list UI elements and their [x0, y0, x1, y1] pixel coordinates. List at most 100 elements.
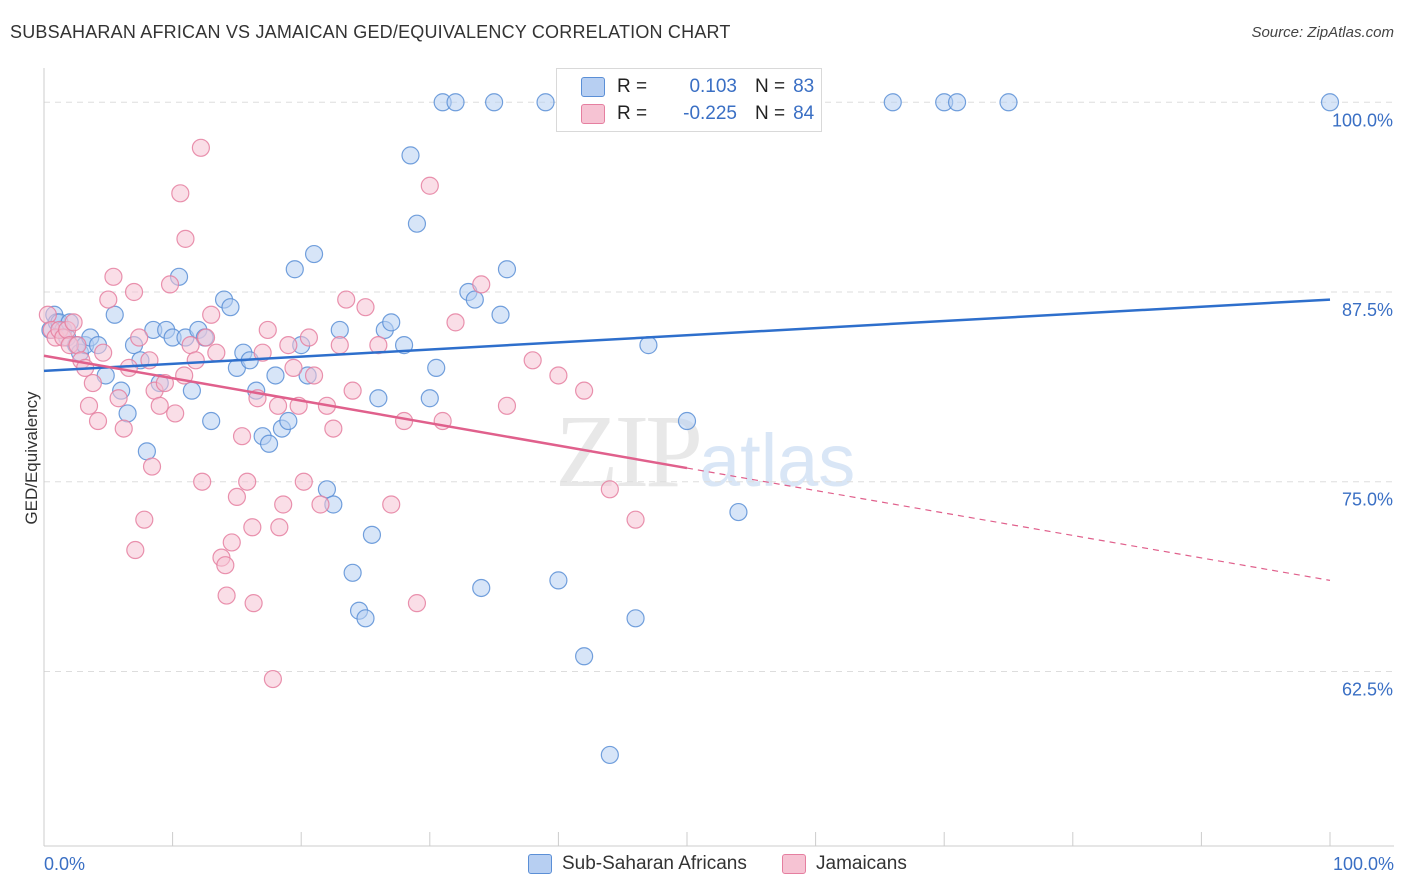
- point-subsaharan: [677, 411, 697, 431]
- point-jamaican: [600, 480, 619, 499]
- point-subsaharan: [639, 336, 658, 355]
- bottom-legend-subsaharan: Sub-Saharan Africans: [528, 852, 747, 876]
- point-jamaican: [446, 313, 465, 332]
- point-jamaican: [181, 336, 200, 355]
- point-subsaharan: [394, 336, 414, 355]
- point-jamaican: [217, 586, 236, 605]
- watermark-atlas: atlas: [699, 419, 856, 502]
- point-subsaharan: [465, 290, 484, 309]
- point-jamaican: [382, 495, 401, 514]
- point-jamaican: [472, 275, 491, 294]
- point-jamaican: [337, 290, 356, 309]
- y-axis-label: GED/Equivalency: [22, 391, 41, 525]
- legend-row-subsaharan: R = 0.103 N = 83: [581, 74, 814, 100]
- point-jamaican: [171, 184, 190, 203]
- point-subsaharan: [420, 389, 439, 408]
- point-subsaharan: [491, 305, 510, 324]
- point-subsaharan: [1320, 93, 1340, 112]
- point-subsaharan: [472, 578, 491, 598]
- point-subsaharan: [427, 358, 446, 377]
- legend-r-value: 0.103: [689, 76, 737, 97]
- legend-n-label: N =: [755, 76, 786, 97]
- bottom-legend-label: Sub-Saharan Africans: [562, 853, 747, 874]
- point-jamaican: [407, 594, 427, 613]
- point-subsaharan: [343, 563, 362, 582]
- point-subsaharan: [266, 366, 285, 385]
- point-jamaican: [549, 366, 568, 385]
- legend-row-jamaican: R = -0.225 N = 84: [581, 101, 814, 127]
- point-jamaican: [227, 487, 246, 507]
- point-jamaican: [270, 518, 289, 537]
- chart-title: SUBSAHARAN AFRICAN VS JAMAICAN GED/EQUIV…: [10, 22, 731, 42]
- legend-swatch-blue: [581, 77, 605, 97]
- point-jamaican: [119, 358, 138, 377]
- chart-source: Source: ZipAtlas.com: [1251, 24, 1394, 41]
- point-subsaharan: [446, 93, 465, 112]
- point-jamaican: [142, 457, 162, 476]
- point-jamaican: [299, 328, 319, 347]
- point-subsaharan: [330, 320, 349, 340]
- point-jamaican: [166, 404, 185, 423]
- point-subsaharan: [600, 745, 619, 765]
- point-jamaican: [99, 290, 118, 309]
- grid-lines: [44, 101, 1394, 672]
- point-jamaican: [135, 510, 154, 529]
- point-jamaican: [130, 328, 149, 347]
- point-subsaharan: [304, 244, 324, 264]
- point-jamaican: [294, 472, 313, 491]
- point-jamaican: [64, 313, 83, 332]
- point-jamaican: [202, 305, 221, 324]
- bottom-legend-label: Jamaicans: [816, 853, 907, 874]
- point-jamaican: [238, 472, 257, 491]
- point-jamaican: [114, 419, 133, 438]
- point-subsaharan: [105, 305, 124, 324]
- point-jamaican: [186, 351, 205, 370]
- y-tick-label: 75.0%: [1342, 490, 1393, 510]
- point-subsaharan: [382, 313, 401, 332]
- point-jamaican: [263, 669, 283, 689]
- point-subsaharan: [729, 502, 748, 522]
- trend-line-jamaican: [43, 354, 688, 470]
- point-jamaican: [176, 229, 195, 248]
- point-jamaican: [343, 381, 362, 400]
- point-subsaharan: [285, 260, 304, 279]
- point-jamaican: [232, 427, 252, 446]
- legend-n-value: 84: [793, 103, 815, 124]
- point-subsaharan: [118, 404, 137, 423]
- point-subsaharan: [259, 434, 279, 453]
- point-subsaharan: [883, 93, 902, 112]
- point-subsaharan: [626, 609, 645, 628]
- point-jamaican: [94, 343, 113, 362]
- point-subsaharan: [947, 93, 967, 112]
- point-jamaican: [38, 305, 57, 324]
- legend-r-label: R =: [617, 76, 648, 97]
- point-jamaican: [324, 419, 343, 438]
- legend-n-value: 83: [793, 76, 815, 97]
- point-jamaican: [104, 267, 123, 286]
- watermark-zip: ZIP: [555, 394, 703, 509]
- point-subsaharan: [407, 214, 427, 233]
- bottom-legend-swatch-blue: [528, 854, 552, 874]
- point-jamaican: [126, 540, 145, 560]
- point-subsaharan: [317, 480, 337, 499]
- point-jamaican: [575, 381, 594, 400]
- point-jamaican: [83, 373, 102, 393]
- point-jamaican: [191, 138, 210, 157]
- point-jamaican: [268, 396, 288, 415]
- point-jamaican: [284, 358, 303, 377]
- point-jamaican: [216, 556, 235, 575]
- point-jamaican: [330, 336, 349, 355]
- point-jamaican: [88, 411, 108, 431]
- point-subsaharan: [221, 298, 240, 317]
- point-subsaharan: [401, 146, 420, 165]
- legend-swatch-pink: [581, 104, 605, 124]
- point-jamaican: [160, 275, 180, 294]
- point-jamaican: [196, 328, 216, 347]
- point-subsaharan: [137, 442, 156, 461]
- point-jamaican: [523, 351, 542, 370]
- x-tick-label-min: 0.0%: [44, 854, 85, 874]
- point-jamaican: [304, 366, 324, 385]
- point-jamaican: [244, 594, 263, 613]
- point-subsaharan: [536, 93, 555, 112]
